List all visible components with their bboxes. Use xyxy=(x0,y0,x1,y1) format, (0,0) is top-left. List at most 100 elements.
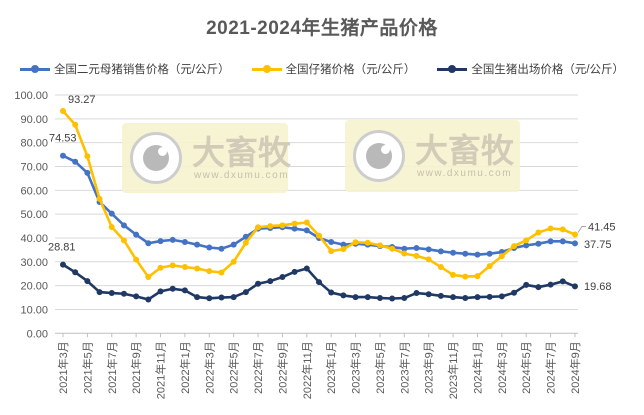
data-point xyxy=(279,274,286,281)
data-point xyxy=(571,240,578,247)
data-point xyxy=(511,289,518,296)
data-point xyxy=(157,264,164,271)
data-point xyxy=(352,239,359,246)
data-point xyxy=(108,210,115,217)
data-point xyxy=(242,289,249,296)
data-point xyxy=(218,294,225,301)
data-point xyxy=(547,238,554,245)
data-point xyxy=(474,251,481,258)
data-point xyxy=(72,158,79,165)
data-point xyxy=(267,278,274,285)
x-axis-label: 2023年5月 xyxy=(373,341,387,394)
data-point xyxy=(450,249,457,256)
data-point xyxy=(425,256,432,263)
data-point xyxy=(218,269,225,276)
data-point xyxy=(255,280,262,287)
data-point xyxy=(72,269,79,276)
line-marker-icon xyxy=(437,65,468,73)
data-point xyxy=(486,250,493,257)
x-axis-label: 2021年5月 xyxy=(80,341,94,394)
data-point xyxy=(169,262,176,269)
data-point xyxy=(462,250,469,257)
x-axis-label: 2021年7月 xyxy=(105,341,119,394)
data-point xyxy=(169,236,176,243)
chart-legend: 全国二元母猪销售价格（元/公斤） 全国仔猪价格（元/公斤） 全国生猪出场价格（元… xyxy=(0,61,644,77)
data-point xyxy=(145,296,152,303)
x-axis-label: 2024年3月 xyxy=(495,341,509,394)
data-point xyxy=(194,294,201,301)
data-point xyxy=(315,279,322,286)
x-axis-label: 2023年3月 xyxy=(349,341,363,394)
data-point xyxy=(328,239,335,246)
data-point xyxy=(315,232,322,239)
data-point xyxy=(559,226,566,233)
data-point xyxy=(157,288,164,295)
data-point xyxy=(303,219,310,226)
data-point xyxy=(96,195,103,202)
data-point xyxy=(462,273,469,280)
data-point xyxy=(523,237,530,244)
watermark-dxumu: 大畜牧 www.dxumu.com xyxy=(345,120,520,192)
data-point xyxy=(498,293,505,300)
data-point xyxy=(60,108,66,115)
data-point xyxy=(242,233,249,240)
data-point xyxy=(437,292,444,299)
y-axis-label: 80.00 xyxy=(20,138,48,150)
x-axis-label: 2022年1月 xyxy=(178,341,192,394)
data-point xyxy=(230,294,237,301)
watermark-url: www.dxumu.com xyxy=(416,167,513,179)
data-point xyxy=(340,292,347,299)
data-point xyxy=(437,264,444,271)
eye-logo-icon xyxy=(130,132,182,184)
data-point xyxy=(96,289,103,296)
data-point xyxy=(571,231,578,238)
watermark-brand: 大畜牧 xyxy=(192,133,291,171)
legend-label: 全国仔猪价格（元/公斤） xyxy=(285,64,416,76)
legend-label: 全国二元母猪销售价格（元/公斤） xyxy=(53,64,230,76)
data-point xyxy=(145,240,152,247)
data-point xyxy=(413,244,420,251)
x-axis-label: 2022年5月 xyxy=(227,341,241,394)
data-point xyxy=(255,224,262,231)
y-axis-label: 50.00 xyxy=(20,209,48,221)
data-point xyxy=(242,239,249,246)
data-point xyxy=(523,281,530,288)
chart-title: 2021-2024年生猪产品价格 xyxy=(206,18,438,39)
data-point xyxy=(218,245,225,252)
watermark-url: www.dxumu.com xyxy=(193,169,290,181)
data-point xyxy=(291,268,298,275)
data-point xyxy=(181,239,188,246)
x-axis-label: 2022年9月 xyxy=(275,341,289,394)
data-point xyxy=(72,121,79,128)
data-point xyxy=(364,239,371,246)
watermark-brand: 大畜牧 xyxy=(415,131,514,169)
data-point xyxy=(535,284,542,291)
data-point xyxy=(60,261,66,268)
data-point xyxy=(340,246,347,253)
data-point xyxy=(559,238,566,245)
line-marker-icon xyxy=(19,65,50,73)
y-axis-label: 30.00 xyxy=(20,257,48,269)
data-point xyxy=(206,244,213,251)
x-axis-label: 2022年7月 xyxy=(251,341,265,394)
y-axis-label: 60.00 xyxy=(20,185,48,197)
data-point xyxy=(511,243,518,250)
data-point xyxy=(169,285,176,292)
data-point xyxy=(474,294,481,301)
data-point xyxy=(523,242,530,249)
data-point xyxy=(206,268,213,275)
x-axis-label: 2023年11月 xyxy=(446,341,460,399)
x-axis-label: 2021年9月 xyxy=(129,341,143,394)
data-point xyxy=(364,294,371,301)
data-point xyxy=(194,241,201,248)
data-point xyxy=(157,238,164,245)
data-point xyxy=(559,278,566,285)
y-axis-label: 90.00 xyxy=(20,114,48,126)
data-point xyxy=(474,273,481,280)
data-point xyxy=(120,290,127,297)
line-marker-icon xyxy=(251,65,282,73)
x-axis-label: 2024年1月 xyxy=(470,341,484,394)
data-point xyxy=(60,152,66,159)
